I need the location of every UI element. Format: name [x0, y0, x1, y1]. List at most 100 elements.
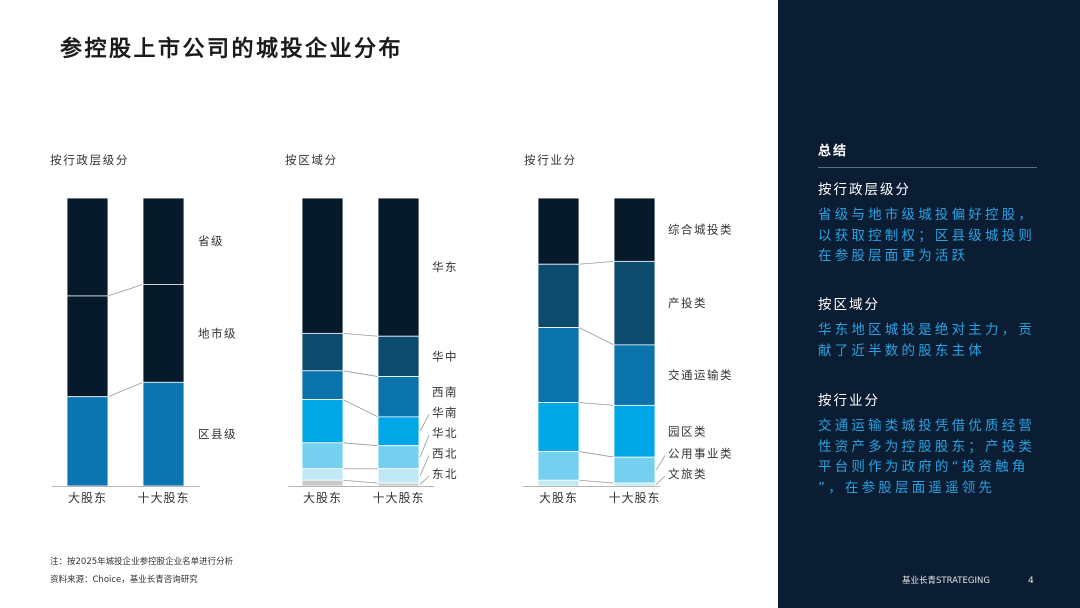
x-tick-label: 十大股东	[608, 491, 660, 505]
bar-segment	[301, 468, 344, 481]
label-leader-line	[419, 434, 430, 458]
stacked-bar	[66, 197, 109, 487]
summary-point-line: ”，在参股层面遥遥领先	[818, 479, 996, 496]
summary-heading: 总结	[818, 144, 849, 159]
bar-segment	[377, 197, 420, 337]
chart-title: 按区域分	[285, 153, 338, 167]
summary-point-line: 平台则作为政府的“投资触角	[818, 459, 1029, 475]
summary-point-line: 献了近半数的股东主体	[818, 342, 985, 359]
x-tick-label: 大股东	[539, 491, 578, 505]
segment-connector-line	[342, 332, 379, 337]
series-label: 华北	[432, 426, 458, 440]
bar-segment	[377, 335, 420, 377]
segment-connector-line	[107, 381, 144, 398]
stacked-bar	[377, 197, 420, 487]
bar-segment	[377, 376, 420, 418]
series-label: 综合城投类	[668, 223, 733, 237]
footnote-source: 资料来源：Choice，基业长青咨询研究	[50, 575, 198, 585]
bar-segment	[613, 260, 656, 346]
bar-segment	[377, 416, 420, 447]
series-label: 文旅类	[668, 467, 707, 481]
series-label: 华南	[432, 406, 458, 420]
stacked-bar	[613, 197, 656, 487]
summary-point-body: 省级与地市级城投偏好控股， 以获取控制权；区县级城投则 在参股层面更为活跃	[818, 205, 1058, 267]
bar-segment	[142, 283, 185, 383]
summary-point-admin-level: 按行政层级分 省级与地市级城投偏好控股， 以获取控制权；区县级城投则 在参股层面…	[818, 181, 1058, 267]
series-label: 区县级	[198, 427, 237, 441]
label-leader-line	[655, 475, 666, 485]
bar-segment	[66, 197, 109, 297]
x-tick-label: 大股东	[68, 491, 107, 505]
bar-segment	[301, 399, 344, 444]
summary-point-line: 性资产多为控股股东；产投类	[818, 438, 1036, 455]
x-tick-label: 大股东	[303, 491, 342, 505]
series-label: 华东	[432, 260, 458, 274]
bar-segment	[613, 197, 656, 262]
summary-point-industry: 按行业分 交通运输类城投凭借优质经营 性资产多为控股股东；产投类 平台则作为政府…	[818, 392, 1058, 498]
series-label: 西南	[432, 385, 458, 399]
footnote-note: 注：按2025年城投企业参控股企业名单进行分析	[50, 557, 234, 567]
bar-segment	[377, 468, 420, 484]
summary-point-line: 在参股层面更为活跃	[818, 248, 969, 264]
bar-segment	[301, 479, 344, 487]
segment-connector-line	[107, 284, 144, 297]
brand-logo-text: 基业长青STRATEGING	[902, 576, 990, 586]
bar-segment	[377, 445, 420, 470]
summary-point-line: 以获取控制权；区县级城投则	[818, 227, 1036, 244]
bar-segment	[537, 263, 580, 328]
stacked-bar	[537, 197, 580, 487]
bar-segment	[537, 451, 580, 481]
bar-segment	[537, 197, 580, 265]
summary-point-body: 交通运输类城投凭借优质经营 性资产多为控股股东；产投类 平台则作为政府的“投资触…	[818, 416, 1058, 498]
chart-title: 按行业分	[524, 153, 577, 167]
bar-segment	[142, 381, 185, 487]
label-leader-line	[655, 455, 666, 471]
bar-segment	[66, 396, 109, 487]
label-leader-line	[419, 475, 430, 485]
bar-segment	[613, 344, 656, 406]
bar-segment	[537, 402, 580, 452]
segment-connector-line	[342, 370, 379, 377]
summary-divider	[818, 167, 1037, 168]
series-label: 华中	[432, 349, 458, 363]
bar-segment	[613, 456, 656, 484]
bar-segment	[142, 197, 185, 285]
page-title: 参控股上市公司的城投企业分布	[60, 37, 404, 62]
page-number: 4	[1028, 576, 1034, 586]
stacked-bar	[301, 197, 344, 487]
series-label: 省级	[198, 234, 224, 248]
series-label: 产投类	[668, 296, 707, 310]
summary-point-body: 华东地区城投是绝对主力，贡 献了近半数的股东主体	[818, 320, 1058, 361]
bar-segment	[613, 404, 656, 458]
stacked-bar	[142, 197, 185, 487]
segment-connector-line	[578, 479, 615, 484]
bar-segment	[301, 197, 344, 334]
summary-point-line: 华东地区城投是绝对主力，贡	[818, 322, 1036, 338]
x-tick-label: 十大股东	[372, 491, 424, 505]
bar-segment	[301, 370, 344, 400]
segment-connector-line	[342, 442, 379, 447]
series-label: 公用事业类	[668, 447, 733, 461]
series-label: 交通运输类	[668, 368, 733, 382]
summary-point-line: 省级与地市级城投偏好控股，	[818, 207, 1036, 223]
bar-segment	[377, 482, 420, 487]
summary-point-line: 交通运输类城投凭借优质经营	[818, 418, 1036, 434]
label-leader-line	[419, 455, 430, 477]
summary-panel: 总结 按行政层级分 省级与地市级城投偏好控股， 以获取控制权；区县级城投则 在参…	[778, 0, 1080, 608]
segment-connector-line	[342, 399, 379, 418]
summary-point-title: 按区域分	[818, 297, 880, 313]
summary-point-title: 按行业分	[818, 393, 880, 409]
bar-segment	[613, 482, 656, 487]
segment-connector-line	[578, 451, 615, 458]
bar-segment	[537, 327, 580, 403]
bar-segment	[301, 332, 344, 372]
segment-connector-line	[578, 327, 615, 346]
series-label: 地市级	[198, 326, 237, 340]
x-tick-label: 十大股东	[137, 491, 189, 505]
chart-title: 按行政层级分	[50, 153, 129, 167]
series-label: 西北	[432, 447, 458, 461]
